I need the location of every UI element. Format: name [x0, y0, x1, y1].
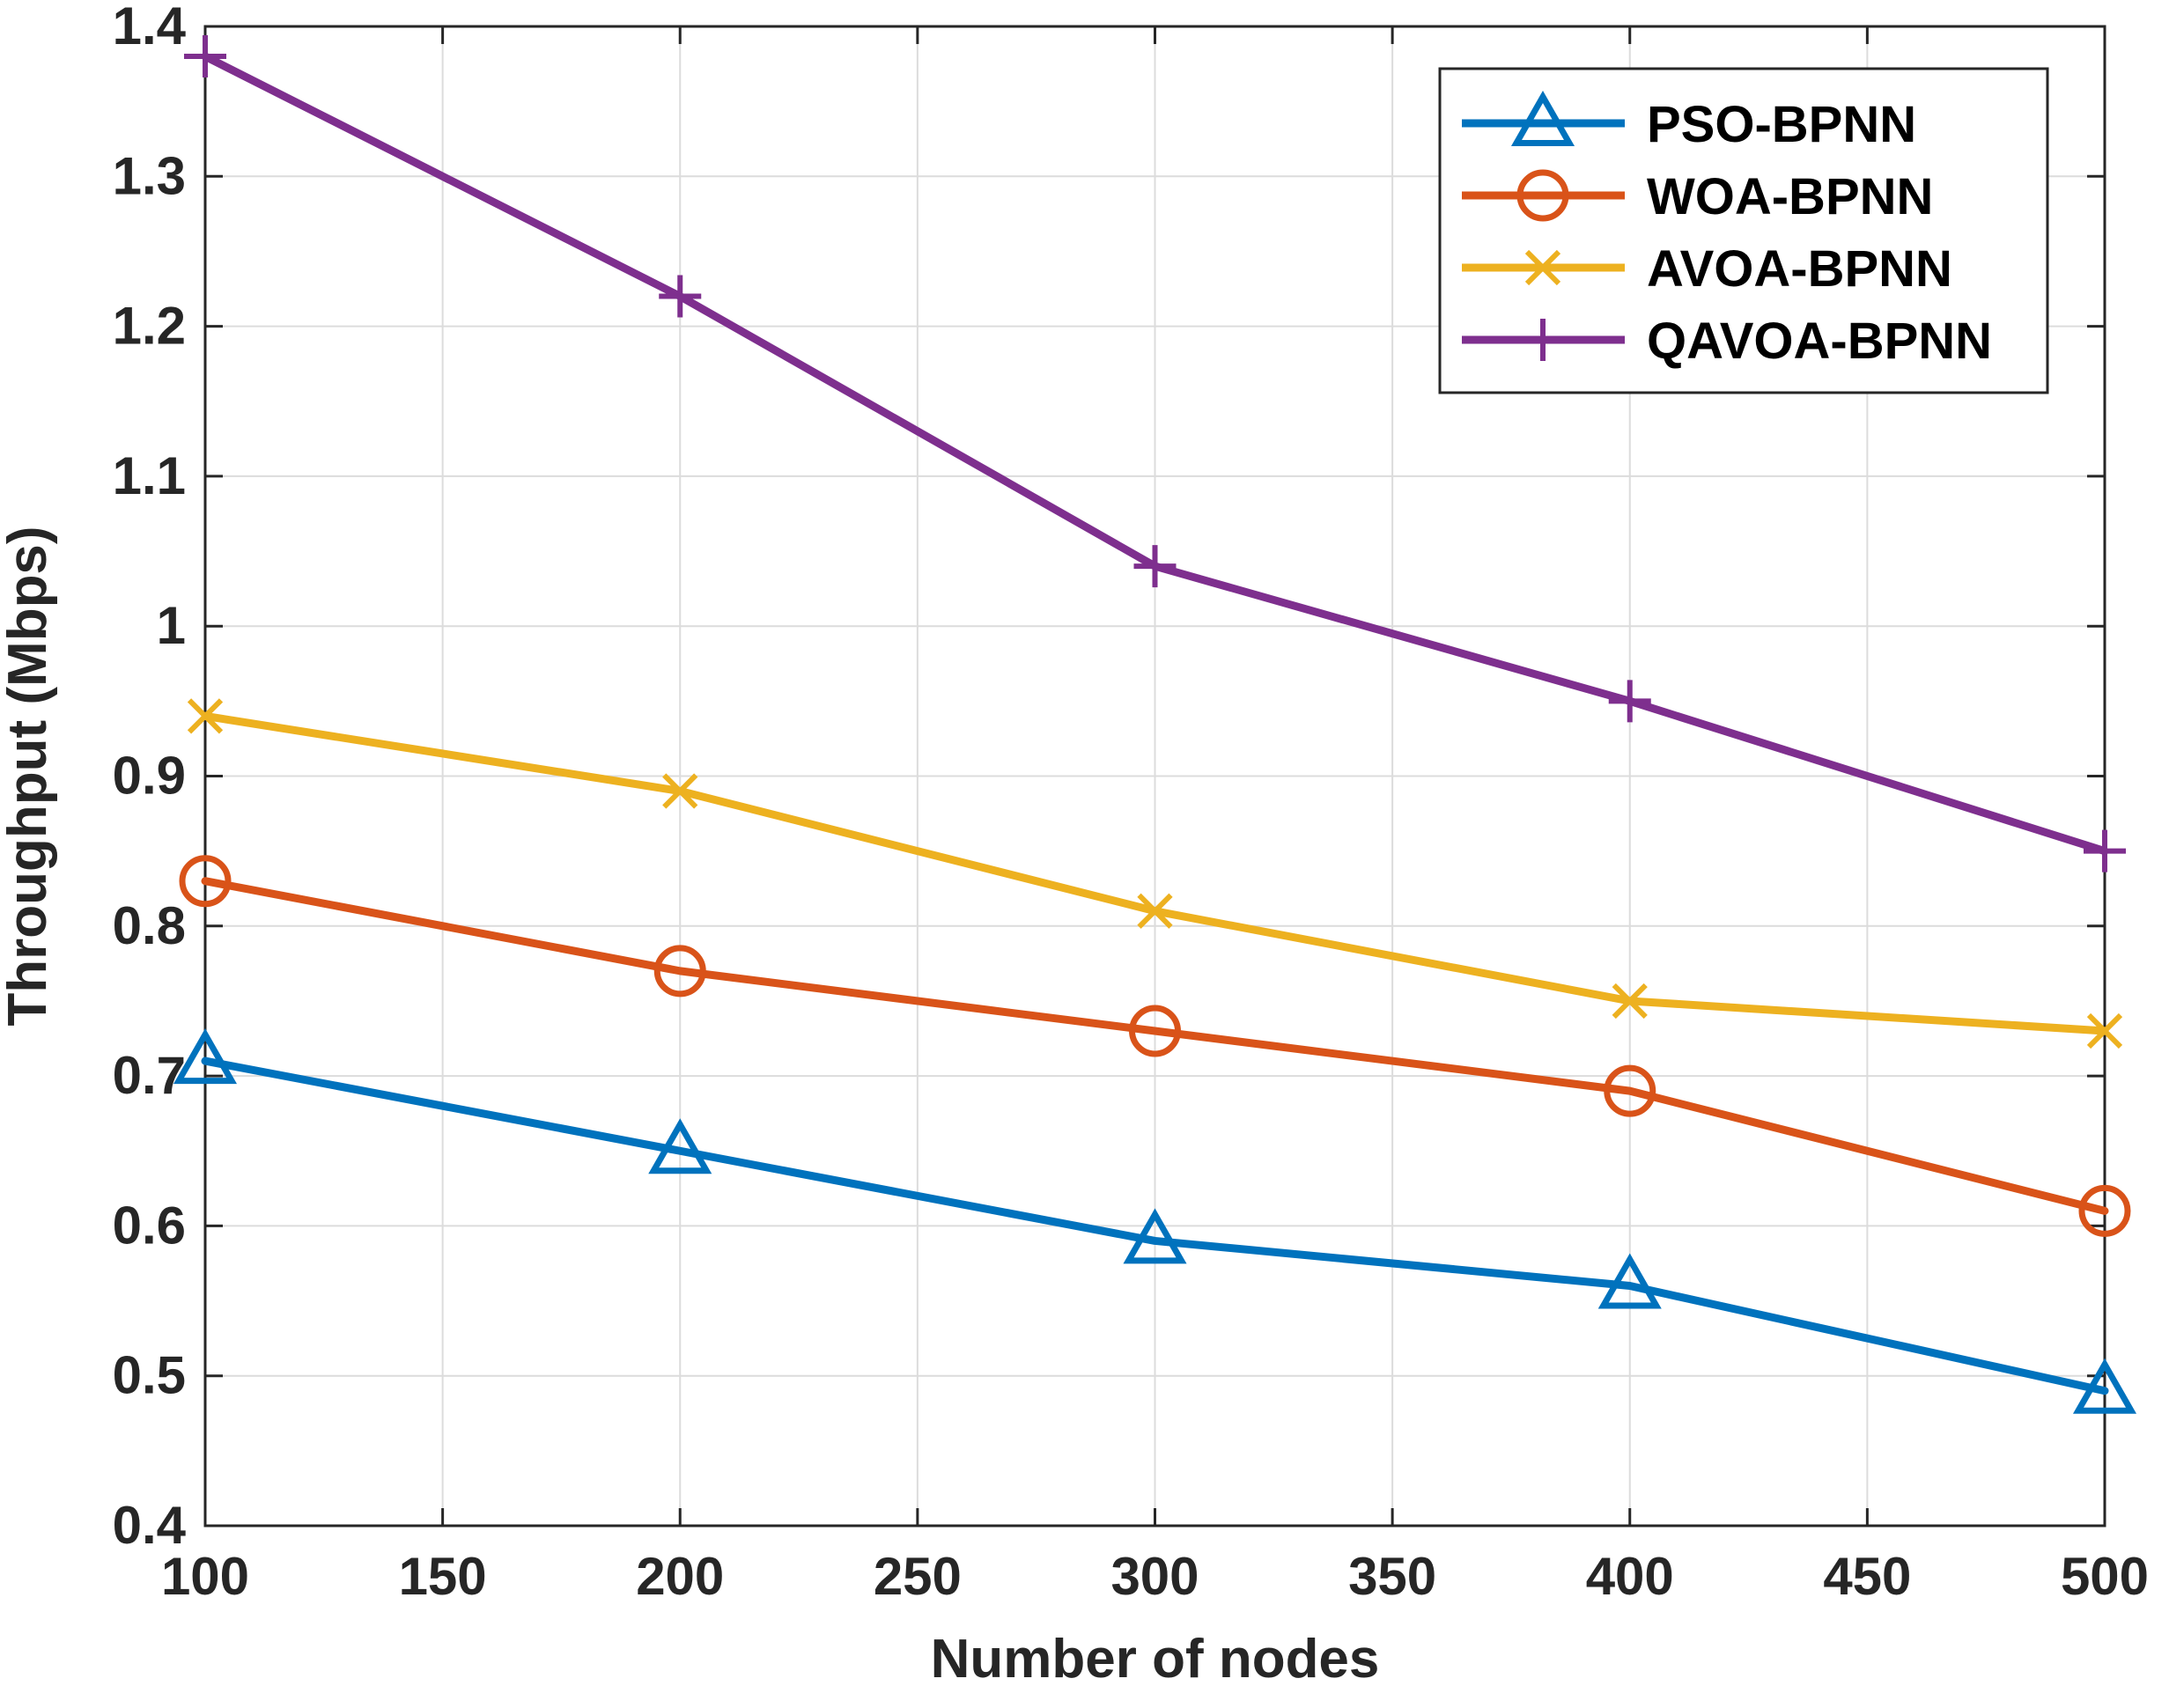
data-point-x — [2086, 1012, 2123, 1049]
y-tick-label: 0.9 — [113, 747, 186, 806]
y-axis-title: Throughput (Mbps) — [0, 526, 58, 1026]
legend-marker-x — [1524, 249, 1561, 286]
legend-label: AVOA-BPNN — [1647, 240, 1952, 298]
legend-label: QAVOA-BPNN — [1647, 313, 1992, 370]
x-tick-label: 400 — [1586, 1547, 1674, 1606]
data-point-triangle — [648, 1118, 712, 1174]
data-point-triangle — [173, 1028, 238, 1085]
legend-marker-triangle — [1510, 90, 1575, 146]
data-point-x — [662, 773, 698, 809]
series-line — [201, 877, 2109, 1215]
data-point-triangle — [1597, 1253, 1662, 1309]
data-point-triangle — [2072, 1358, 2137, 1414]
series-line — [201, 1056, 2109, 1395]
y-tick-label: 0.5 — [113, 1346, 186, 1405]
legend-entry: AVOA-BPNN — [1462, 240, 1952, 298]
x-tick-label: 100 — [161, 1547, 249, 1606]
legend-label: WOA-BPNN — [1647, 168, 1933, 225]
x-tick-label: 150 — [399, 1547, 487, 1606]
data-point-plus — [1608, 680, 1651, 723]
x-tick-label: 450 — [1823, 1547, 1911, 1606]
y-tick-label: 0.4 — [113, 1496, 187, 1555]
series-qavoa-bpnn — [184, 35, 2126, 872]
data-point-x — [1612, 983, 1648, 1020]
x-axis-title: Number of nodes — [931, 1629, 1380, 1690]
y-tick-label: 0.6 — [113, 1196, 186, 1255]
x-tick-label: 200 — [636, 1547, 724, 1606]
tick-labels: 100 150 200 250 300 350 400 450 500 0.4 0.5 0.6 0.7 0… — [113, 0, 2149, 1606]
legend-marker-plus — [1522, 319, 1564, 361]
axes-frame — [203, 25, 2106, 1528]
y-tick-label: 1.1 — [113, 446, 186, 505]
data-point-x — [187, 698, 224, 734]
legend-entry: WOA-BPNN — [1462, 168, 1933, 225]
legend-label: PSO-BPNN — [1647, 96, 1916, 153]
y-tick-label: 0.8 — [113, 896, 186, 955]
x-tick-label: 350 — [1348, 1547, 1436, 1606]
x-tick-label: 300 — [1110, 1547, 1199, 1606]
data-point-x — [1137, 893, 1173, 929]
series-woa-bpnn — [179, 855, 2131, 1237]
y-tick-label: 1 — [157, 596, 186, 655]
legend-marker-circle — [1516, 169, 1569, 222]
series-avoa-bpnn — [187, 698, 2123, 1049]
y-tick-label: 1.3 — [113, 146, 186, 205]
data-point-circle — [1129, 1005, 1181, 1057]
data-point-plus — [2084, 829, 2126, 872]
x-tick-label: 500 — [2061, 1547, 2149, 1606]
x-tick-label: 250 — [874, 1547, 962, 1606]
series-layer — [173, 35, 2137, 1414]
data-point-plus — [659, 275, 702, 318]
data-point-circle — [179, 855, 232, 908]
y-tick-label: 1.2 — [113, 297, 186, 356]
legend-entry: PSO-BPNN — [1462, 90, 1916, 153]
data-point-triangle — [1123, 1208, 1187, 1264]
y-tick-label: 1.4 — [113, 0, 187, 55]
data-point-plus — [1133, 545, 1177, 588]
legend-entry: QAVOA-BPNN — [1462, 313, 1992, 370]
legend: PSO-BPNN WOA-BPNN AVOA-BPNN QAVOA-BPNN — [1438, 67, 2049, 394]
data-point-plus — [184, 35, 226, 78]
data-point-circle — [1604, 1064, 1656, 1117]
data-point-circle — [2078, 1184, 2131, 1237]
series-pso-bpnn — [173, 1028, 2137, 1414]
y-tick-label: 0.7 — [113, 1046, 186, 1105]
data-point-circle — [653, 945, 706, 998]
